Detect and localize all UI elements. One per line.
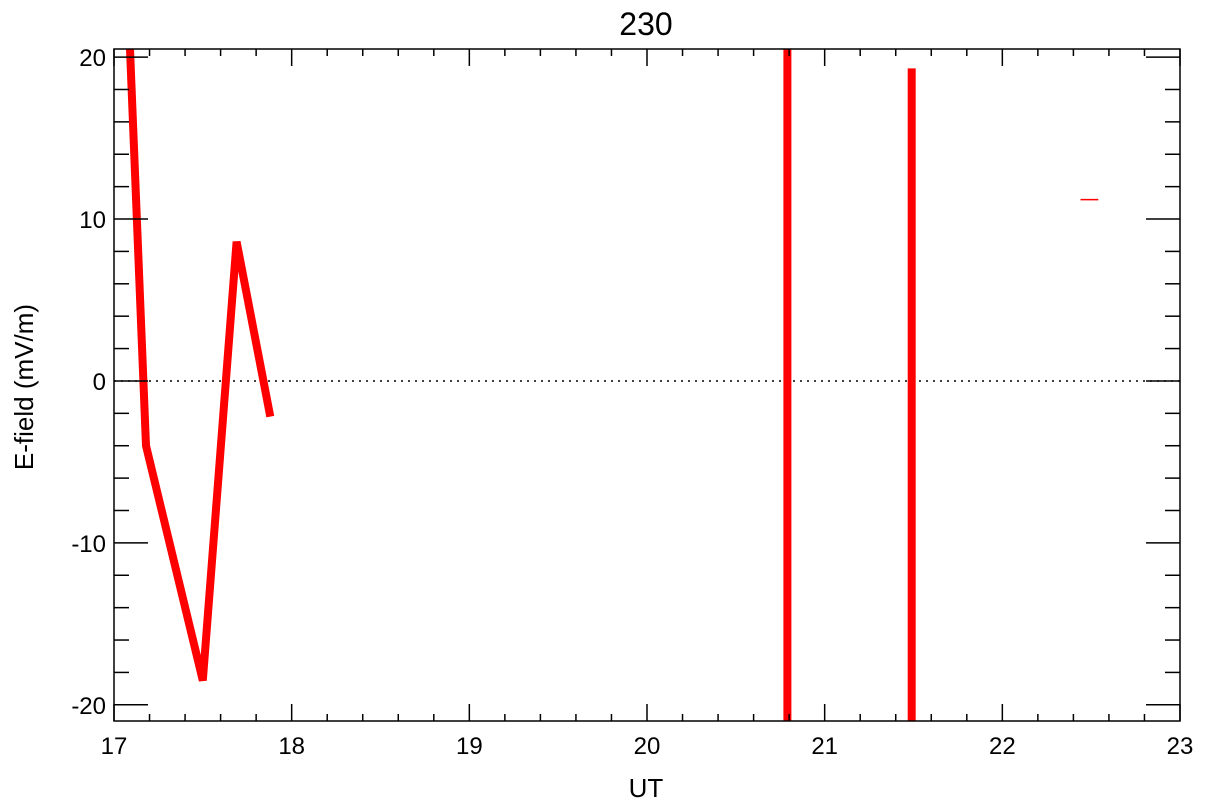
y-tick-label: 10 [79,207,106,234]
x-tick-label: 23 [1167,733,1194,760]
plot-frame [113,48,1181,722]
y-axis-title: E-field (mV/m) [9,304,39,470]
y-tick-label: 0 [93,369,106,396]
x-tick-label: 19 [456,733,483,760]
y-tick-label: -20 [71,693,106,720]
y-tick-label: 20 [79,45,106,72]
x-tick-label: 21 [811,733,838,760]
tick-labels: 17 18 19 20 21 22 23 20 10 0 -10 -20 [71,45,1193,760]
plot-area [114,48,1180,721]
x-tick-label: 20 [634,733,661,760]
x-tick-label: 18 [278,733,305,760]
x-tick-label: 22 [989,733,1016,760]
series-0-segment-0 [126,48,275,682]
y-tick-label: -10 [71,531,106,558]
axis-ticks [113,49,1181,721]
x-axis-title: UT [629,773,664,803]
x-tick-label: 17 [101,733,128,760]
chart-title: 230 [619,6,672,42]
